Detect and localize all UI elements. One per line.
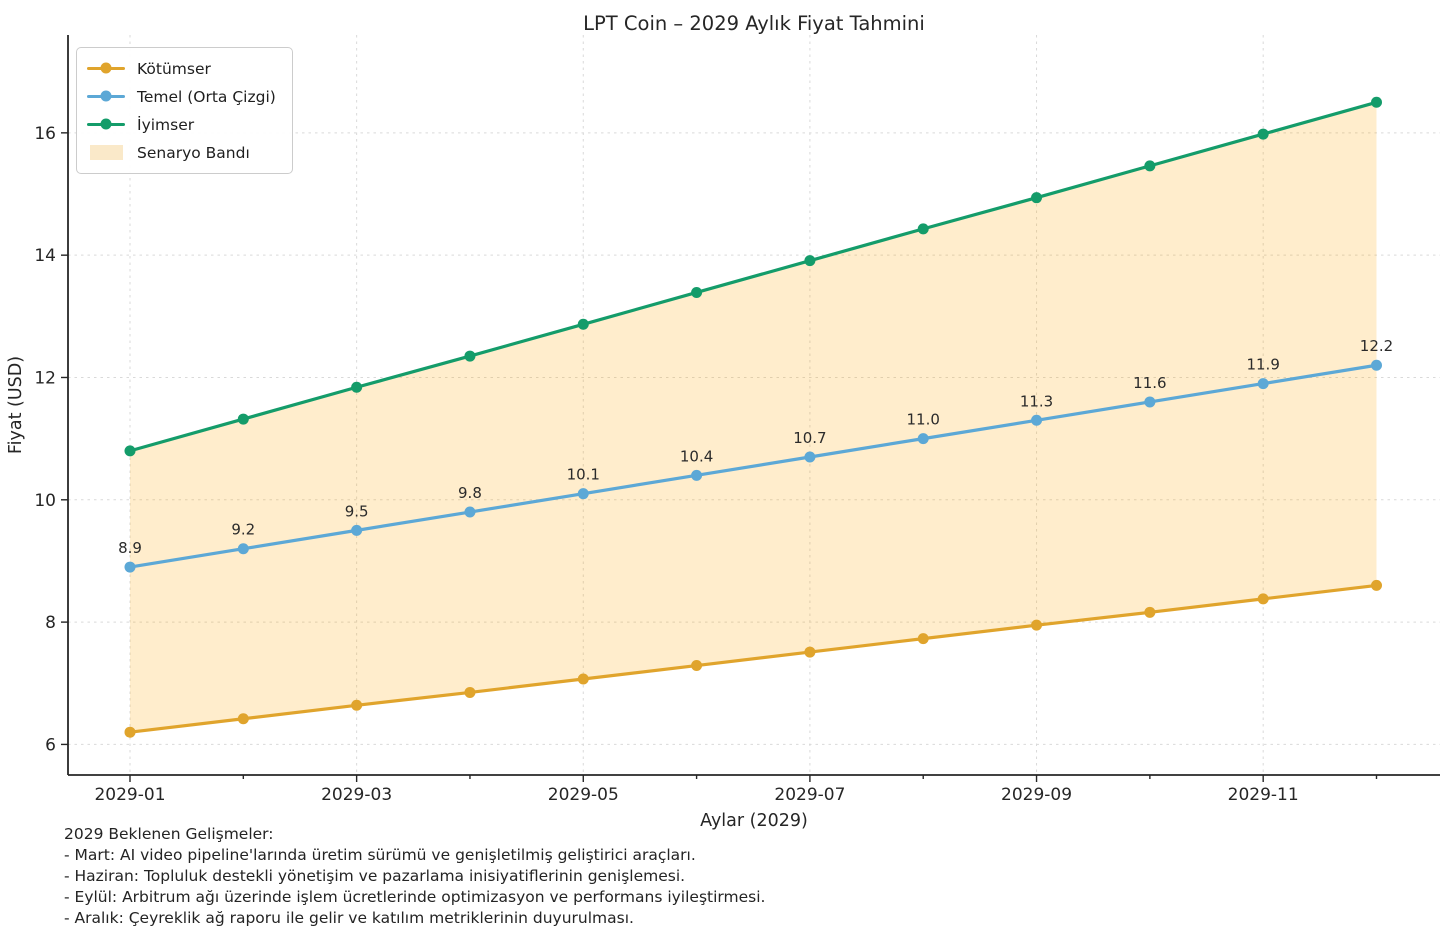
y-tick-label: 10 [34,491,56,511]
x-tick-label: 2029-01 [94,785,165,805]
data-point-Kötümser [917,633,929,645]
x-tick-label: 2029-11 [1228,785,1299,805]
legend: Kötümser Temel (Orta Çizgi) İyimser Sena… [76,47,293,174]
legend-dot-icon [100,62,112,74]
y-tick-label: 12 [34,368,56,388]
y-tick-label: 16 [34,124,56,144]
data-point-Temel (Orta Çizgi) [124,561,136,573]
point-label: 11.6 [1133,374,1166,392]
data-point-İyimser [351,381,363,393]
data-point-İyimser [1144,160,1156,172]
data-point-Temel (Orta Çizgi) [1257,378,1269,390]
data-point-Kötümser [351,699,363,711]
data-point-İyimser [124,445,136,457]
legend-band-swatch [89,145,123,160]
series-layer [124,96,1382,738]
legend-line-marker-iyimser [87,118,125,130]
data-point-Kötümser [691,660,703,672]
legend-item-iyimser: İyimser [87,113,276,136]
data-point-Temel (Orta Çizgi) [351,524,363,536]
data-point-Temel (Orta Çizgi) [917,433,929,445]
point-label: 10.1 [567,466,600,484]
legend-item-senaryo-bandi: Senaryo Bandı [87,141,276,164]
footnote-line: - Mart: AI video pipeline'larında üretim… [64,846,696,864]
data-point-Temel (Orta Çizgi) [691,469,703,481]
point-label: 8.9 [118,539,142,557]
x-tick-label: 2029-07 [774,785,845,805]
point-label: 9.2 [231,521,255,539]
data-point-İyimser [464,350,476,362]
footnote-block: 2029 Beklenen Gelişmeler: - Mart: AI vid… [64,824,765,928]
point-label: 10.7 [793,429,826,447]
footnote-heading: 2029 Beklenen Gelişmeler: [64,825,274,843]
scenario-band [130,102,1377,733]
legend-dot-icon [100,118,112,130]
data-point-Kötümser [1031,619,1043,631]
legend-item-kotumser: Kötümser [87,57,276,80]
legend-label: Temel (Orta Çizgi) [137,87,276,106]
data-point-Kötümser [464,686,476,698]
legend-label: Kötümser [137,59,211,78]
footnote-line: - Aralık: Çeyreklik ağ raporu ile gelir … [64,909,634,927]
x-tick-label: 2029-05 [548,785,619,805]
data-point-Temel (Orta Çizgi) [1371,359,1382,371]
legend-line-marker-temel [87,90,125,102]
scenario-band-layer [130,102,1377,733]
data-point-Temel (Orta Çizgi) [1031,414,1043,426]
chart-title: LPT Coin – 2029 Aylık Fiyat Tahmini [583,12,925,35]
x-tick-label: 2029-09 [1001,785,1072,805]
data-point-İyimser [1371,96,1382,108]
data-point-İyimser [804,255,816,267]
data-point-Kötümser [1144,606,1156,618]
point-label: 11.3 [1020,392,1053,410]
y-tick-label: 14 [34,246,56,266]
data-point-Kötümser [237,713,249,725]
footnote-line: - Eylül: Arbitrum ağı üzerinde işlem ücr… [64,888,766,906]
legend-dot-icon [100,90,112,102]
data-point-Temel (Orta Çizgi) [237,543,249,555]
series-line-Kötümser [128,583,1379,734]
point-label: 9.8 [458,484,482,502]
data-point-Kötümser [577,673,589,685]
point-labels-layer: 8.9 9.2 9.5 9.8 10.1 10.4 10.7 11.0 11.3 11.6 11.9… [118,337,1393,557]
data-point-İyimser [237,413,249,425]
data-point-Temel (Orta Çizgi) [464,506,476,518]
legend-line-marker-kotumser [87,62,125,74]
x-axis-title: Aylar (2029) [700,811,808,831]
data-point-İyimser [1257,128,1269,140]
data-point-İyimser [917,223,929,235]
data-point-Temel (Orta Çizgi) [577,488,589,500]
y-tick-label: 6 [45,735,56,755]
point-label: 11.9 [1246,356,1279,374]
data-point-Kötümser [124,726,136,738]
series-line-Temel (Orta Çizgi) [128,363,1379,569]
x-tick-label: 2029-03 [321,785,392,805]
y-axis-title: Fiyat (USD) [6,356,26,454]
point-label: 12.2 [1360,337,1393,355]
data-point-Kötümser [1371,579,1382,591]
data-point-Temel (Orta Çizgi) [1144,396,1156,408]
data-point-İyimser [577,318,589,330]
point-label: 9.5 [345,502,369,520]
data-point-İyimser [691,286,703,298]
point-label: 11.0 [907,411,940,429]
series-line-İyimser [128,100,1379,453]
data-point-Temel (Orta Çizgi) [804,451,816,463]
data-point-Kötümser [804,646,816,658]
gridlines [68,35,1440,775]
legend-label: Senaryo Bandı [137,143,250,162]
data-point-İyimser [1031,192,1043,204]
y-tick-label: 8 [45,613,56,633]
legend-item-temel: Temel (Orta Çizgi) [87,85,276,108]
axes-layer: 2029-01 2029-03 2029-05 2029-07 2029-09 2029-… [34,35,1440,805]
point-label: 10.4 [680,447,713,465]
legend-label: İyimser [137,115,195,134]
footnote-line: - Haziran: Topluluk destekli yönetişim v… [64,867,686,885]
data-point-Kötümser [1257,593,1269,605]
